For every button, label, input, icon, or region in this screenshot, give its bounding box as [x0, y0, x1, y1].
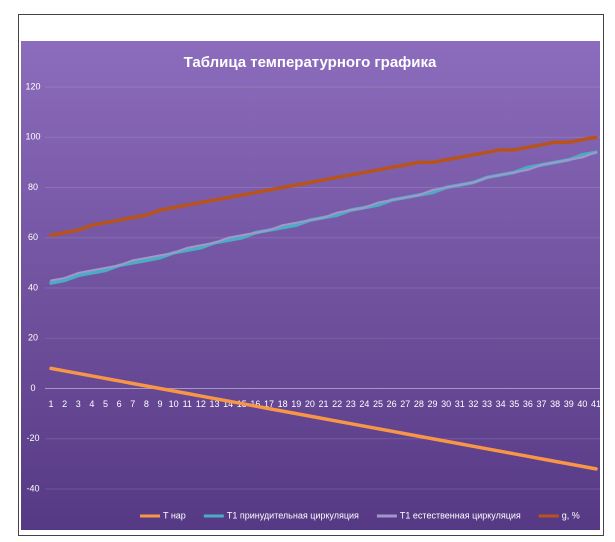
y-tick-label: 0	[30, 383, 35, 393]
x-tick-label: 38	[550, 399, 560, 409]
y-tick-label: -20	[26, 433, 39, 443]
y-tick-label: 20	[28, 333, 38, 343]
x-tick-label: 27	[400, 399, 410, 409]
x-tick-label: 25	[373, 399, 383, 409]
x-tick-label: 41	[591, 399, 601, 409]
chart-title: Таблица температурного графика	[184, 54, 437, 71]
x-tick-label: 10	[169, 399, 179, 409]
x-tick-label: 17	[264, 399, 274, 409]
legend-label: T1 принудительная циркуляция	[227, 510, 359, 520]
x-tick-label: 28	[414, 399, 424, 409]
x-tick-label: 40	[577, 399, 587, 409]
x-tick-label: 9	[157, 399, 162, 409]
x-tick-label: 4	[89, 399, 94, 409]
y-tick-label: 40	[28, 282, 38, 292]
y-tick-label: -40	[26, 483, 39, 493]
x-tick-label: 36	[523, 399, 533, 409]
x-tick-label: 2	[62, 399, 67, 409]
x-tick-label: 5	[103, 399, 108, 409]
x-tick-label: 29	[427, 399, 437, 409]
x-tick-label: 13	[209, 399, 219, 409]
x-tick-label: 6	[117, 399, 122, 409]
x-tick-label: 3	[76, 399, 81, 409]
x-tick-label: 14	[223, 399, 233, 409]
x-tick-label: 1	[48, 399, 53, 409]
x-tick-label: 33	[482, 399, 492, 409]
x-tick-label: 21	[318, 399, 328, 409]
legend-label: g, %	[562, 510, 580, 520]
plot-background	[21, 41, 600, 530]
x-tick-label: 22	[332, 399, 342, 409]
x-tick-label: 39	[564, 399, 574, 409]
legend-label: T нар	[163, 510, 186, 520]
x-tick-label: 37	[536, 399, 546, 409]
x-tick-label: 8	[144, 399, 149, 409]
legend-label: T1 естественная циркуляция	[400, 510, 521, 520]
x-tick-label: 26	[387, 399, 397, 409]
line	[49, 366, 598, 471]
x-tick-label: 7	[130, 399, 135, 409]
x-tick-label: 24	[359, 399, 369, 409]
x-tick-label: 20	[305, 399, 315, 409]
x-tick-label: 11	[183, 399, 192, 409]
y-tick-label: 80	[28, 182, 38, 192]
y-tick-label: 60	[28, 232, 38, 242]
line	[50, 151, 597, 282]
y-tick-label: 100	[25, 132, 40, 142]
x-tick-label: 12	[196, 399, 206, 409]
x-tick-label: 34	[496, 399, 506, 409]
x-tick-label: 19	[291, 399, 301, 409]
x-tick-label: 23	[346, 399, 356, 409]
x-tick-label: 16	[250, 399, 260, 409]
x-tick-label: 31	[455, 399, 465, 409]
x-tick-label: 30	[441, 399, 451, 409]
line	[49, 135, 598, 237]
x-tick-label: 32	[468, 399, 478, 409]
x-tick-label: 35	[509, 399, 519, 409]
x-tick-label: 18	[278, 399, 288, 409]
y-tick-label: 120	[25, 81, 40, 91]
